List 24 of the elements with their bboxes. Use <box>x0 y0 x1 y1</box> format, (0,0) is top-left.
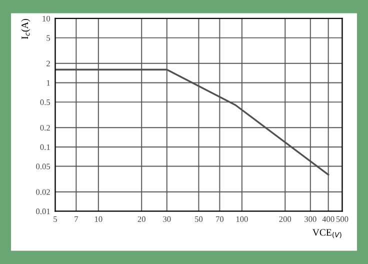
x-tick-label: 300 <box>304 216 316 222</box>
y-tick-label: 0.02 <box>36 189 50 195</box>
x-tick-label: 400 <box>322 216 334 222</box>
x-tick-label: 50 <box>195 216 203 222</box>
y-tick-label: 1 <box>46 80 50 86</box>
y-tick-label: 0.2 <box>40 124 50 131</box>
x-tick-label: 10 <box>94 216 102 222</box>
x-tick-label: 200 <box>279 216 292 222</box>
x-tick-label: 7 <box>74 216 78 222</box>
x-axis-title: VCE$_{(V)}$ <box>312 229 342 238</box>
x-tick-label: 70 <box>216 216 224 222</box>
y-tick-label: 0.5 <box>40 99 50 106</box>
x-tick-label: 30 <box>163 216 171 222</box>
y-tick-label: 0.1 <box>40 144 50 150</box>
x-tick-label: 100 <box>236 216 248 222</box>
x-tick-label: 500 <box>336 216 348 222</box>
y-axis-title: I$_{c}$(A) <box>21 18 30 40</box>
x-tick-label: 5 <box>54 216 57 222</box>
y-tick-label: 0.05 <box>36 164 50 170</box>
x-tick-label: 20 <box>138 216 146 222</box>
y-tick-label: 5 <box>46 35 50 41</box>
y-tick-label: 0.01 <box>36 208 50 214</box>
y-tick-label: 2 <box>46 60 50 66</box>
y-tick-label: 10 <box>42 16 50 22</box>
